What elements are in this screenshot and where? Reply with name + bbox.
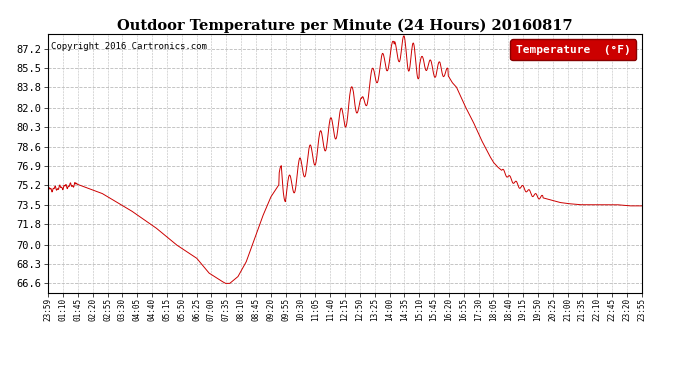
Legend: Temperature  (°F): Temperature (°F) [511,39,636,60]
Text: Copyright 2016 Cartronics.com: Copyright 2016 Cartronics.com [51,42,207,51]
Title: Outdoor Temperature per Minute (24 Hours) 20160817: Outdoor Temperature per Minute (24 Hours… [117,18,573,33]
